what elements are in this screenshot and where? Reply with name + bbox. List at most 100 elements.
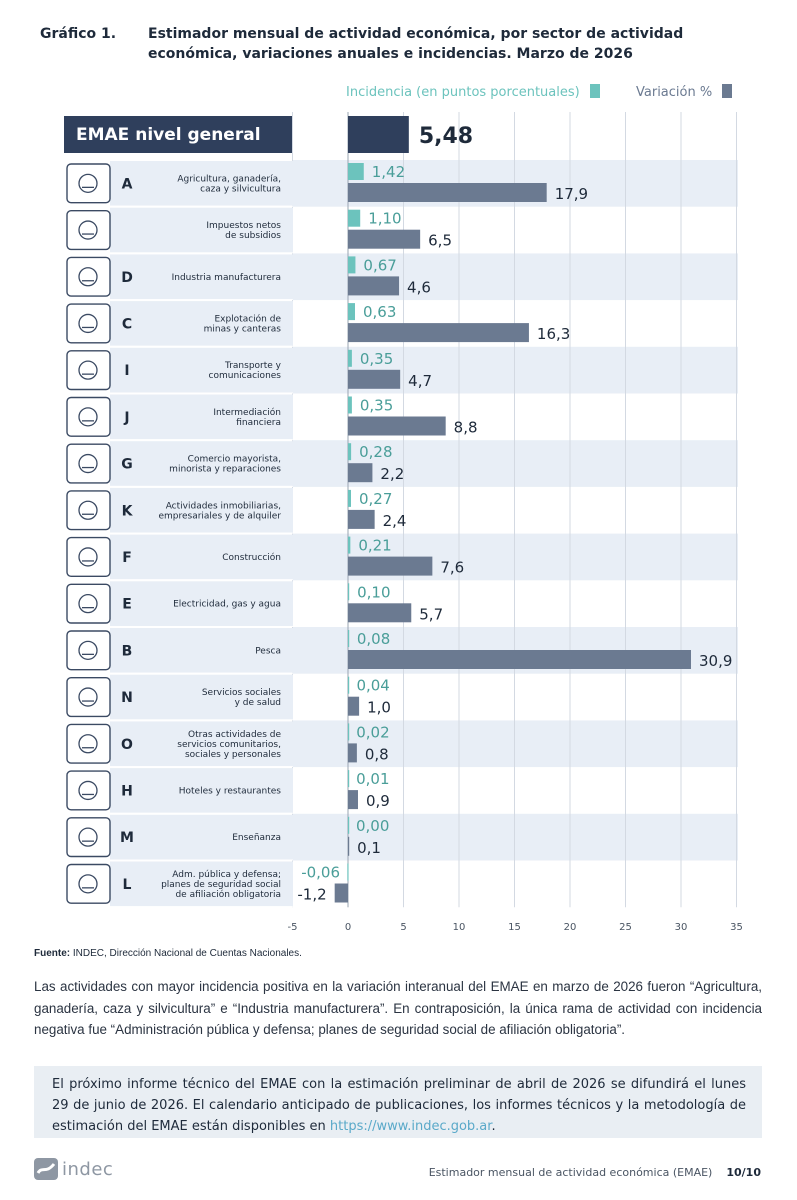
category-label-box bbox=[110, 674, 293, 720]
category-code: I bbox=[124, 363, 129, 379]
bank-icon bbox=[66, 396, 111, 437]
category-label: Actividades inmobiliarias, empresariales … bbox=[158, 501, 281, 521]
figure-title: Estimador mensual de actividad económica… bbox=[148, 26, 684, 62]
x-tick-label: -5 bbox=[288, 922, 298, 933]
gears-icon bbox=[66, 256, 111, 297]
icon-frame bbox=[66, 723, 111, 764]
x-tick-label: 30 bbox=[675, 922, 688, 933]
icon-frame bbox=[66, 490, 111, 531]
incidence-bar bbox=[348, 583, 350, 601]
variation-value-label: 2,2 bbox=[380, 465, 404, 483]
variation-bar bbox=[348, 509, 375, 529]
category-code: L bbox=[123, 877, 132, 893]
legend-incidence: Incidencia (en puntos porcentuales) bbox=[346, 84, 600, 102]
incidence-value-label: 0,08 bbox=[357, 630, 390, 648]
category-label: Adm. pública y defensa; planes de segurid… bbox=[161, 870, 281, 900]
category-label-box bbox=[110, 487, 293, 533]
icon-glyph bbox=[78, 640, 98, 660]
x-tick-label: 10 bbox=[453, 922, 466, 933]
category-label-box bbox=[110, 207, 293, 253]
incidence-value-label: 0,35 bbox=[360, 350, 393, 368]
category-code: H bbox=[121, 783, 133, 799]
variation-value-label: -1,2 bbox=[297, 886, 326, 904]
incidence-value-label: 1,10 bbox=[368, 210, 401, 228]
icon-frame bbox=[66, 163, 111, 204]
variation-bar bbox=[348, 416, 446, 436]
x-tick-label: 20 bbox=[564, 922, 577, 933]
incidence-bar bbox=[348, 396, 352, 414]
incidence-value-label: 0,27 bbox=[359, 490, 392, 508]
tractor-icon bbox=[66, 163, 111, 204]
incidence-bar bbox=[348, 209, 361, 227]
x-tick-label: 5 bbox=[400, 922, 406, 933]
category-code: F bbox=[122, 550, 132, 566]
source-note: Fuente: INDEC, Dirección Nacional de Cue… bbox=[34, 948, 302, 959]
incidence-bar bbox=[347, 863, 349, 881]
variation-value-label: 6,5 bbox=[428, 232, 452, 250]
incidence-value-label: 1,42 bbox=[372, 163, 405, 181]
category-label-box bbox=[110, 628, 293, 673]
icon-frame bbox=[66, 536, 111, 577]
icon-glyph bbox=[78, 220, 98, 240]
variation-value-label: 16,3 bbox=[537, 325, 570, 343]
variation-bar bbox=[348, 183, 547, 202]
x-tick-label: 25 bbox=[619, 922, 632, 933]
book-icon bbox=[66, 817, 111, 858]
category-label-box bbox=[110, 254, 293, 300]
analysis-paragraph: Las actividades con mayor incidencia pos… bbox=[34, 979, 762, 1037]
icon-glyph bbox=[78, 313, 98, 334]
category-label: Impuestos netos de subsidios bbox=[206, 221, 281, 241]
cutlery-icon bbox=[66, 770, 111, 811]
icon-glyph bbox=[78, 594, 98, 614]
category-label-box bbox=[110, 394, 293, 440]
incidence-bar bbox=[348, 489, 351, 507]
incidence-bar bbox=[348, 816, 350, 834]
variation-bar bbox=[348, 323, 529, 343]
category-label: Servicios sociales y de salud bbox=[202, 688, 281, 708]
indec-logo-icon bbox=[34, 1158, 58, 1180]
x-tick-label: 15 bbox=[508, 922, 521, 933]
variation-bar bbox=[348, 369, 401, 389]
indec-logo-text: indec bbox=[62, 1158, 114, 1180]
legend-incidence-swatch bbox=[589, 84, 600, 98]
incidence-value-label: 0,28 bbox=[359, 443, 392, 461]
variation-bar bbox=[348, 556, 433, 576]
legend-variation-label: Variación % bbox=[636, 85, 713, 100]
icon-frame bbox=[66, 770, 111, 811]
variation-bar bbox=[348, 276, 400, 296]
icon-frame bbox=[66, 443, 111, 484]
incidence-bar bbox=[348, 723, 350, 741]
indec-website-link[interactable]: https://www.indec.gob.ar bbox=[329, 1119, 492, 1134]
incidence-value-label: 0,04 bbox=[356, 677, 389, 695]
icon-frame bbox=[66, 677, 111, 718]
icon-glyph bbox=[78, 827, 98, 847]
general-label-box bbox=[64, 116, 292, 153]
variation-bar bbox=[348, 463, 373, 483]
category-label-box bbox=[110, 347, 293, 393]
general-value-label: 5,48 bbox=[419, 124, 473, 149]
government-building-icon bbox=[66, 863, 111, 904]
category-label: Comercio mayorista, minorista y reparacio… bbox=[169, 455, 281, 475]
variation-value-label: 17,9 bbox=[555, 185, 588, 203]
fish-icon bbox=[66, 630, 111, 671]
category-label-box bbox=[110, 301, 293, 346]
variation-bar bbox=[348, 229, 421, 249]
category-label: Hoteles y restaurantes bbox=[179, 786, 282, 796]
next-report-note: El próximo informe técnico del EMAE con … bbox=[34, 1066, 762, 1138]
category-code: N bbox=[121, 690, 133, 706]
incidence-value-label: 0,21 bbox=[358, 537, 391, 555]
source-bold: Fuente: bbox=[34, 948, 71, 959]
variation-value-label: 5,7 bbox=[419, 605, 443, 623]
incidence-bar bbox=[348, 303, 355, 321]
category-label: Construcción bbox=[222, 552, 281, 563]
variation-bar bbox=[334, 883, 348, 903]
category-code: G bbox=[121, 457, 133, 473]
variation-value-label: 1,0 bbox=[367, 699, 391, 717]
oil-pump-icon bbox=[66, 303, 111, 344]
utilities-icon bbox=[66, 583, 111, 624]
incidence-bar bbox=[348, 256, 356, 274]
icon-glyph bbox=[78, 874, 98, 894]
icon-frame bbox=[66, 630, 111, 671]
category-code: K bbox=[122, 503, 134, 519]
category-label-box bbox=[110, 581, 293, 626]
